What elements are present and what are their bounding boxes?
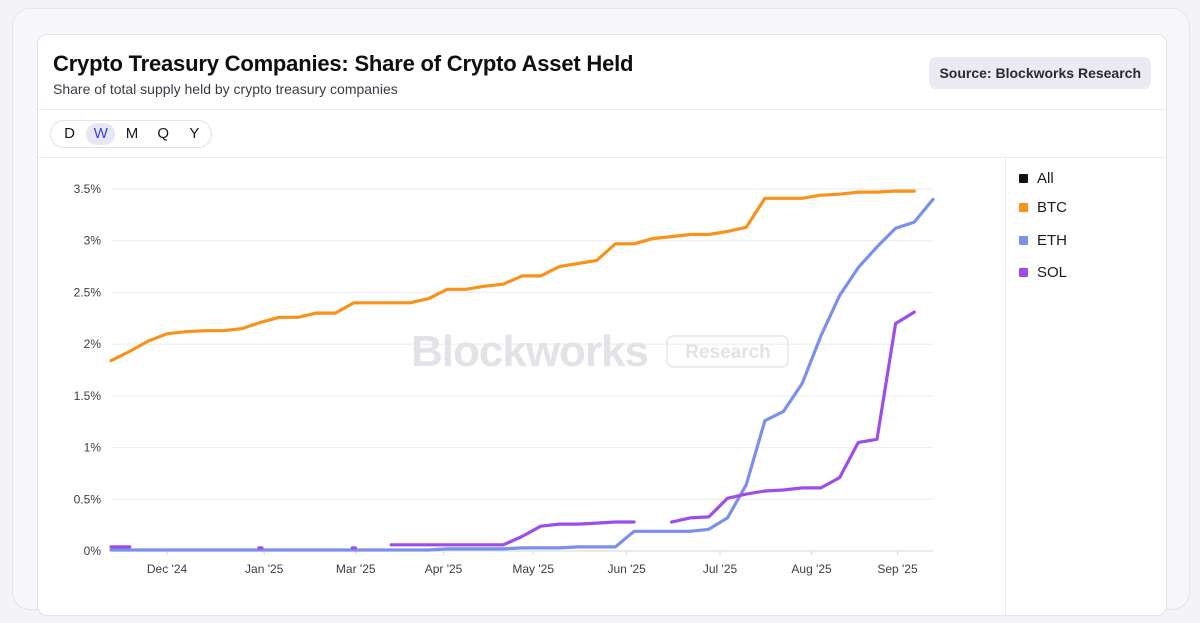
y-tick-label: 3% [84, 234, 102, 248]
x-tick-label: Jul '25 [703, 562, 738, 576]
y-tick-label: 2.5% [74, 285, 102, 299]
x-tick-label: Dec '24 [147, 562, 188, 576]
legend-swatch-sol [1019, 268, 1028, 277]
legend-swatch-all [1019, 174, 1028, 183]
series-eth-line [109, 197, 935, 552]
card-header: Crypto Treasury Companies: Share of Cryp… [38, 35, 1166, 110]
watermark-tag: Research [685, 342, 771, 363]
legend-item-all[interactable]: All [1019, 170, 1054, 187]
series-sol-line [669, 310, 916, 524]
legend-item-eth[interactable]: ETH [1019, 232, 1067, 249]
chart-title: Crypto Treasury Companies: Share of Cryp… [53, 51, 634, 76]
x-tick-label: Mar '25 [336, 562, 376, 576]
x-tick-label: Jun '25 [607, 562, 646, 576]
y-tick-label: 0.5% [74, 492, 102, 506]
x-tick-label: Apr '25 [425, 562, 463, 576]
watermark-logo: Blockworks [411, 327, 648, 376]
legend-item-sol[interactable]: SOL [1019, 264, 1067, 281]
timeframe-w-button[interactable]: W [86, 123, 116, 145]
legend-swatch-eth [1019, 236, 1028, 245]
series-sol-line [389, 520, 636, 547]
y-tick-label: 1.5% [74, 389, 102, 403]
line-chart: 0% 0.5% 1% 1.5% 2% 2.5% 3% 3.5% Dec '24 Jan '25 Ma… [74, 182, 935, 576]
legend-label: ETH [1037, 232, 1067, 249]
legend-label: SOL [1037, 264, 1068, 281]
y-tick-label: 2% [84, 337, 102, 351]
legend-item-btc[interactable]: BTC [1019, 199, 1067, 216]
timeframe-d-button[interactable]: D [64, 125, 76, 142]
legend-label: All [1037, 170, 1054, 187]
y-tick-label: 0% [84, 544, 102, 558]
chart-subtitle: Share of total supply held by crypto tre… [53, 81, 398, 97]
timeframe-q-button[interactable]: Q [157, 125, 170, 142]
timeframe-y-button[interactable]: Y [189, 125, 200, 142]
x-tick-label: Aug '25 [791, 562, 832, 576]
chart-area: 0% 0.5% 1% 1.5% 2% 2.5% 3% 3.5% Dec '24 Jan '25 Ma… [38, 158, 1006, 618]
source-badge[interactable]: Source: Blockworks Research [929, 57, 1151, 89]
series-btc-line [109, 189, 916, 363]
watermark-tag-box [666, 335, 789, 368]
legend-label: BTC [1037, 199, 1067, 216]
x-tick-label: May '25 [512, 562, 554, 576]
timeframe-m-button[interactable]: M [125, 125, 139, 142]
y-tick-label: 1% [84, 441, 102, 455]
x-tick-label: Jan '25 [245, 562, 284, 576]
chart-legend: All BTC ETH SOL [1006, 158, 1166, 618]
x-tick-label: Sep '25 [877, 562, 918, 576]
y-tick-label: 3.5% [74, 182, 102, 196]
legend-swatch-btc [1019, 203, 1028, 212]
chart-card: Crypto Treasury Companies: Share of Cryp… [37, 34, 1167, 618]
